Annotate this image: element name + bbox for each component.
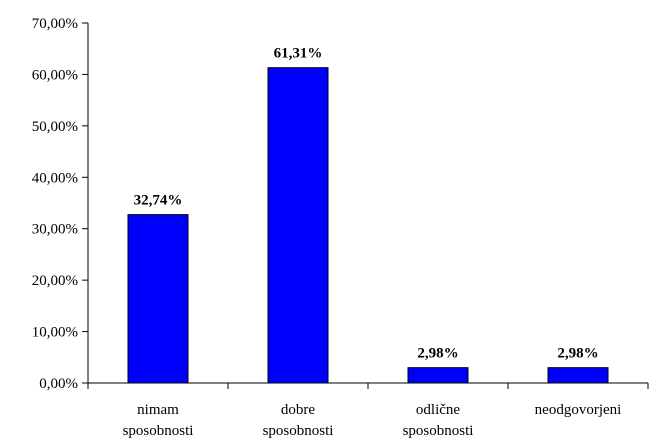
data-label: 32,74% bbox=[134, 193, 183, 209]
x-category-label: odlične sposobnosti bbox=[403, 402, 474, 439]
x-category-label: dobre sposobnosti bbox=[263, 402, 334, 439]
y-tick-label: 70,00% bbox=[32, 16, 78, 32]
data-label: 2,98% bbox=[417, 346, 458, 362]
x-category-label-line: sposobnosti bbox=[123, 423, 194, 439]
bars bbox=[127, 67, 609, 384]
x-category-label-line: nimam bbox=[137, 402, 179, 418]
y-tick-label: 10,00% bbox=[32, 325, 78, 341]
x-category-label-line: sposobnosti bbox=[263, 423, 334, 439]
y-tick-label: 20,00% bbox=[32, 273, 78, 289]
x-category-label-line: neodgovorjeni bbox=[535, 402, 622, 418]
data-label: 61,31% bbox=[274, 46, 323, 62]
y-tick-label: 30,00% bbox=[32, 222, 78, 238]
bar bbox=[127, 214, 189, 384]
bar bbox=[407, 367, 469, 384]
bar bbox=[547, 367, 609, 384]
x-category-label-line: odlične bbox=[416, 402, 460, 418]
data-labels: 32,74% 61,31% 2,98% 2,98% bbox=[134, 46, 599, 362]
x-category-label: neodgovorjeni bbox=[535, 402, 622, 418]
x-category-label-line: sposobnosti bbox=[403, 423, 474, 439]
x-axis: nimam sposobnosti dobre sposobnosti odlične s… bbox=[87, 382, 649, 439]
y-tick-label: 50,00% bbox=[32, 119, 78, 135]
data-label: 2,98% bbox=[557, 346, 598, 362]
y-axis: 0,00% 10,00% 20,00% 30,00% 40,00% 50,00% 60,00… bbox=[32, 16, 89, 392]
y-tick-label: 40,00% bbox=[32, 170, 78, 186]
y-tick-label: 60,00% bbox=[32, 67, 78, 83]
bar bbox=[267, 67, 329, 384]
x-category-label: nimam sposobnosti bbox=[123, 402, 194, 439]
x-category-label-line: dobre bbox=[281, 402, 315, 418]
y-tick-label: 0,00% bbox=[39, 376, 78, 392]
